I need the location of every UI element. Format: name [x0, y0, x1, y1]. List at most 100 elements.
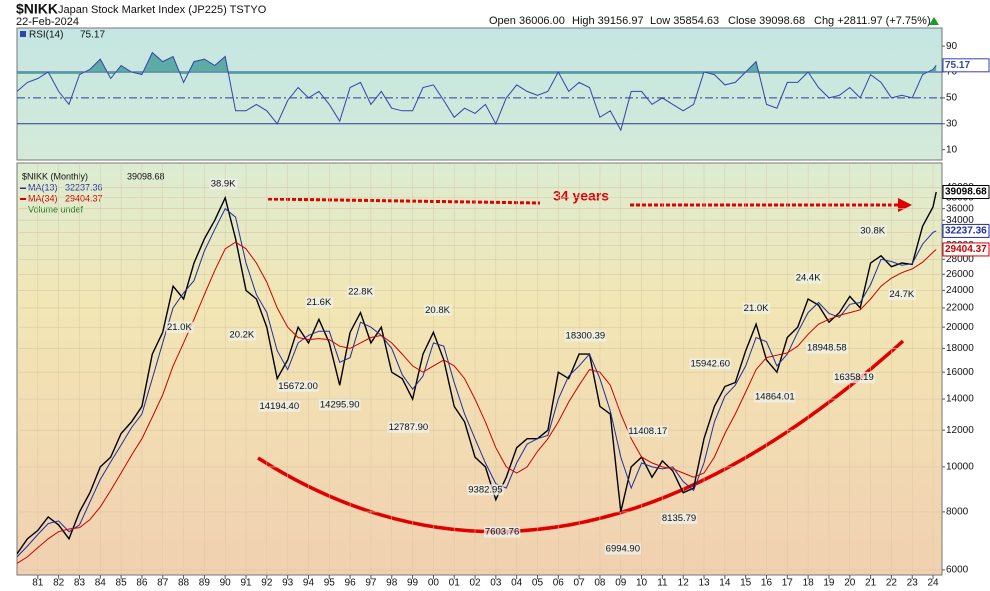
y-tick-label: 36000: [946, 203, 974, 214]
x-tick-label: 15: [740, 578, 752, 589]
x-tick-label: 82: [53, 578, 65, 589]
rsi-legend: RSI(14) 75.17: [20, 30, 105, 41]
y-tick-label: 10000: [946, 462, 974, 473]
annotation: 9382.95: [468, 484, 502, 495]
annotation-bg: [347, 286, 375, 298]
chart-date: 22-Feb-2024: [16, 16, 79, 28]
annotation-bg: [165, 321, 194, 333]
x-tick-label: 94: [303, 578, 315, 589]
price-tag-label: 32237.36: [945, 226, 987, 237]
annotation: 24.7K: [889, 289, 914, 300]
trend-arc: [257, 339, 905, 534]
series-line: [17, 191, 937, 555]
annotation-bg: [564, 330, 607, 342]
callout-line: [267, 197, 541, 205]
chart-title: Japan Stock Market Index (JP225) TSTYO: [58, 4, 267, 16]
annotation-bg: [660, 513, 698, 525]
y-tick-label: 24000: [946, 285, 974, 296]
y-tick-label: 6000: [946, 565, 969, 576]
callout-text: 34 years: [553, 188, 609, 204]
x-tick-label: 97: [365, 578, 377, 589]
x-tick-label: 16: [761, 578, 773, 589]
annotation-bg: [258, 400, 301, 412]
rsi-panel: [16, 27, 943, 161]
x-tick-label: 98: [386, 578, 398, 589]
annotation: 11408.17: [628, 426, 667, 437]
x-tick-label: 11: [657, 578, 668, 589]
x-tick-label: 83: [74, 578, 86, 589]
annotation-bg: [483, 526, 521, 538]
x-tick-label: 12: [678, 578, 690, 589]
price-tag: [942, 185, 990, 200]
annotation: 20.8K: [425, 305, 450, 316]
legend-label: Volume undef: [28, 204, 84, 214]
legend-label: MA(34): [28, 193, 58, 203]
symbol: $NIKK: [16, 1, 58, 17]
y-tick-label: 8000: [946, 507, 969, 518]
annotation-bg: [387, 421, 430, 433]
x-tick-label: 14: [719, 578, 731, 589]
legend-value: 29404.37: [65, 193, 103, 203]
x-tick-label: 24: [927, 578, 939, 589]
legend-label: $NIKK (Monthly): [22, 171, 88, 181]
x-tick-label: 86: [136, 578, 148, 589]
x-tick-label: 96: [345, 578, 357, 589]
x-tick-label: 89: [199, 578, 211, 589]
x-tick-label: 19: [823, 578, 835, 589]
x-tick-label: 10: [636, 578, 648, 589]
x-tick-label: 03: [490, 578, 502, 589]
x-tick-label: 09: [615, 578, 627, 589]
annotation: 21.6K: [306, 297, 331, 308]
annotation: 24.4K: [796, 273, 821, 284]
up-arrow: [929, 17, 939, 25]
x-tick-label: 13: [698, 578, 710, 589]
y-tick-label: 16000: [946, 367, 974, 378]
legend-swatch: [20, 31, 26, 37]
annotation: 14295.90: [320, 399, 360, 410]
y-tick-label: 28000: [946, 254, 974, 265]
price-tag-label: 39098.68: [945, 187, 987, 198]
annotation-bg: [859, 225, 887, 237]
x-tick-label: 06: [553, 578, 565, 589]
annotation: 21.0K: [744, 303, 769, 314]
annotation: 16358.19: [834, 372, 874, 383]
annotation: 38.9K: [211, 179, 236, 190]
x-tick-label: 05: [532, 578, 544, 589]
annotation-bg: [604, 543, 642, 555]
price-tag: [942, 223, 990, 238]
price-tag-label: 75.17: [945, 60, 970, 71]
y-tick-label: 90: [946, 41, 958, 52]
x-tick-label: 93: [282, 578, 294, 589]
annotation-bg: [467, 484, 504, 496]
annotation: 20.2K: [229, 330, 254, 341]
x-tick-label: 23: [907, 578, 919, 589]
annotation-bg: [833, 372, 875, 384]
annotation-bg: [228, 329, 256, 341]
annotation-bg: [806, 342, 848, 354]
x-tick-label: 88: [178, 578, 190, 589]
price-tag: [942, 242, 990, 257]
annotation: 14864.01: [755, 392, 795, 403]
y-tick-label: 10: [946, 144, 958, 155]
annotation-bg: [277, 380, 319, 392]
x-tick-label: 95: [324, 578, 336, 589]
annotation-bg: [689, 358, 732, 370]
price-panel: [16, 162, 943, 576]
annotation: 30.8K: [860, 226, 885, 237]
x-tick-label: 07: [574, 578, 586, 589]
price-tag-label: 29404.37: [945, 244, 987, 255]
legend-value: 75.17: [80, 30, 105, 41]
annotation: 18300.39: [566, 331, 606, 342]
x-tick-label: 21: [865, 578, 877, 589]
annotation-bg: [424, 304, 452, 316]
annotation: 8135.79: [662, 513, 696, 524]
y-tick-label: 30: [946, 118, 958, 129]
annotation: 22.8K: [348, 286, 373, 297]
rsi-fill: [17, 52, 937, 74]
quote-high: High 39156.97: [572, 15, 644, 27]
legend-value: 39098.68: [127, 171, 165, 181]
quote-change: Chg +2811.97 (+7.75%): [814, 15, 931, 27]
y-tick-label: 26000: [946, 269, 974, 280]
annotation: 7603.76: [485, 527, 519, 538]
